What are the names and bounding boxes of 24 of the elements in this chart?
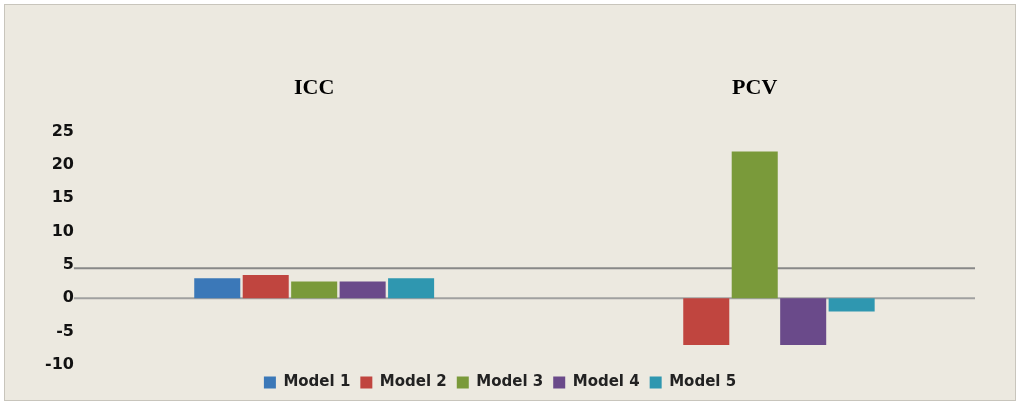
bar xyxy=(731,151,778,299)
y-tick-label: 25 xyxy=(51,120,74,140)
bar xyxy=(388,278,435,299)
y-tick-label: 20 xyxy=(51,153,74,173)
legend-label: Model 5 xyxy=(669,372,737,391)
bar xyxy=(291,281,338,299)
y-tick-label: 15 xyxy=(51,187,74,207)
legend-label: Model 2 xyxy=(379,372,447,391)
y-tick-label: 0 xyxy=(62,287,74,307)
x-tick-label: ICC xyxy=(294,73,335,99)
x-tick-label: PCV xyxy=(732,73,778,99)
bar xyxy=(242,274,289,299)
legend-label: Model 3 xyxy=(476,372,544,391)
y-tick-label: -5 xyxy=(56,320,74,340)
legend-label: Model 4 xyxy=(572,372,640,391)
bar xyxy=(194,278,241,299)
bar xyxy=(828,298,875,312)
legend-label: Model 1 xyxy=(283,372,351,391)
y-tick-label: 10 xyxy=(51,220,74,240)
y-tick-label: -10 xyxy=(45,354,74,374)
bar xyxy=(780,298,827,345)
bar xyxy=(683,298,730,345)
bar xyxy=(339,281,386,299)
y-tick-label: 5 xyxy=(62,254,74,274)
